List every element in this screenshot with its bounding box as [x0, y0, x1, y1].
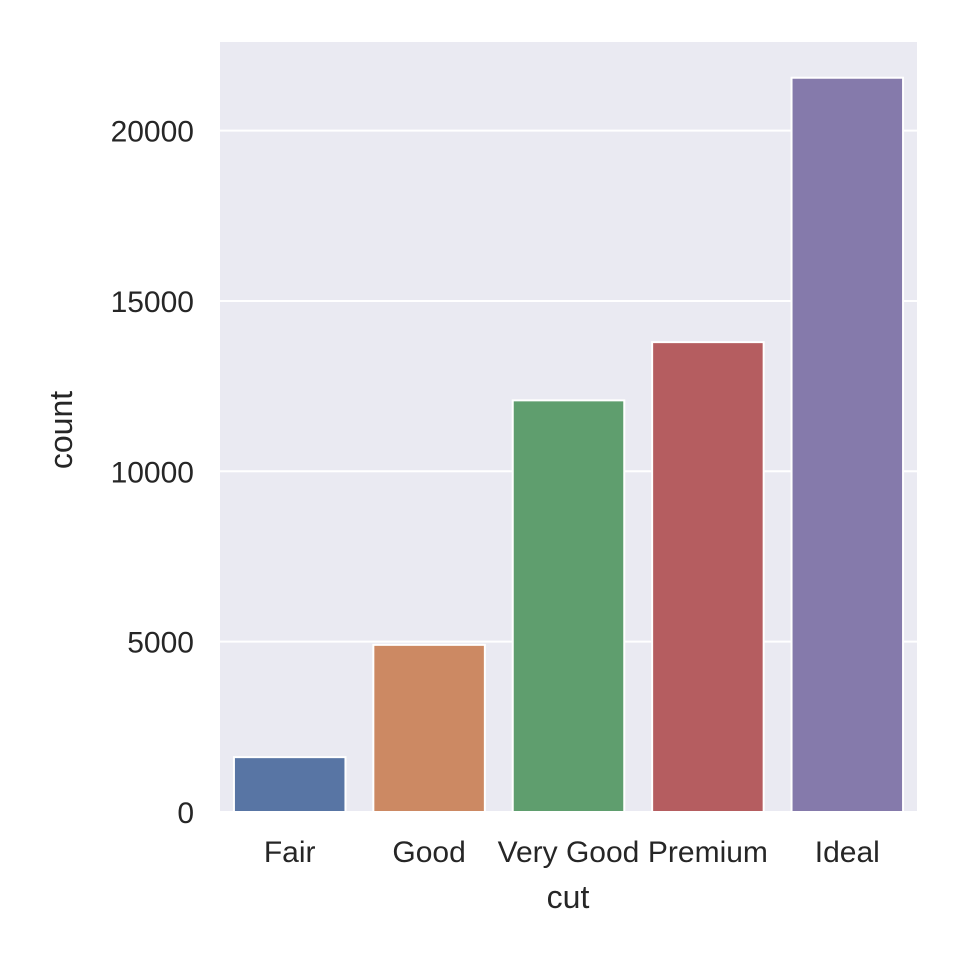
- bar-very-good: [511, 399, 626, 813]
- y-tick-label: 15000: [111, 286, 194, 319]
- y-axis-label: count: [43, 391, 79, 469]
- x-tick-label: Fair: [264, 836, 316, 869]
- y-tick-labels: 0 5000 10000 15000 20000: [111, 116, 194, 830]
- y-tick-label: 10000: [111, 456, 194, 489]
- bar-good: [372, 643, 486, 814]
- y-tick-label: 20000: [111, 116, 194, 149]
- x-tick-label: Premium: [648, 836, 768, 869]
- x-tick-labels: Fair Good Very Good Premium Ideal: [264, 836, 880, 869]
- bar-premium: [651, 341, 765, 813]
- bar-ideal: [790, 76, 905, 813]
- y-tick-label: 0: [177, 797, 194, 830]
- x-tick-label: Good: [392, 836, 465, 869]
- bar-fair: [232, 756, 347, 813]
- x-axis-label: cut: [547, 879, 590, 915]
- y-tick-label: 5000: [127, 627, 194, 660]
- bars: [232, 76, 905, 814]
- x-tick-label: Ideal: [815, 836, 880, 869]
- x-tick-label: Very Good: [498, 836, 640, 869]
